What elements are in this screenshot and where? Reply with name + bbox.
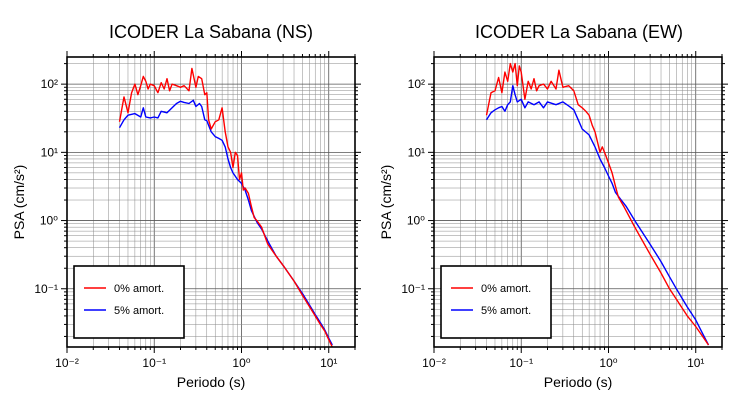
legend: 0% amort. 5% amort. [440, 265, 552, 339]
y-tick-label: 10⁻¹ [401, 282, 425, 296]
chart-title: ICODER La Sabana (NS) [109, 22, 313, 42]
x-tick-label: 10⁻² [422, 356, 446, 370]
series-group [118, 67, 333, 348]
y-axis-label: PSA (cm/s²) [378, 165, 394, 240]
x-tick-label: 10⁰ [599, 356, 617, 370]
chart-ew: ICODER La Sabana (EW) 10⁻² 10⁻¹ 10⁰ 10¹ 10⁻¹… [378, 22, 728, 390]
x-tick-label: 10¹ [320, 356, 337, 370]
tick-labels: 10⁻² 10⁻¹ 10⁰ 10¹ 10⁻¹ 10⁰ 10¹ 10² [401, 77, 704, 370]
y-tick-label: 10² [408, 77, 425, 91]
chart-title: ICODER La Sabana (EW) [475, 22, 683, 42]
series-line-0pct [118, 67, 333, 348]
tick-labels: 10⁻² 10⁻¹ 10⁰ 10¹ 10⁻¹ 10⁰ 10¹ 10² [34, 77, 337, 370]
tick-marks [428, 51, 728, 353]
series-group [485, 62, 710, 346]
y-tick-label: 10¹ [408, 145, 425, 159]
x-tick-label: 10¹ [687, 356, 704, 370]
legend-label: 0% amort. [481, 283, 531, 295]
legend-box [440, 265, 552, 339]
legend-box [73, 265, 185, 339]
y-axis-label: PSA (cm/s²) [11, 165, 27, 240]
x-tick-label: 10⁻¹ [142, 356, 166, 370]
legend-label: 0% amort. [114, 283, 164, 295]
x-tick-label: 10⁻² [55, 356, 79, 370]
y-tick-label: 10¹ [41, 145, 58, 159]
series-line-0pct [485, 62, 710, 346]
y-tick-label: 10⁰ [407, 214, 425, 228]
series-line-5pct [485, 85, 710, 346]
y-tick-label: 10⁰ [40, 214, 58, 228]
legend-label: 5% amort. [481, 305, 531, 317]
chart-ns: ICODER La Sabana (NS) 10⁻² 10⁻¹ 10⁰ 10¹ 10⁻¹… [11, 22, 361, 390]
plot-frame [433, 56, 723, 348]
x-tick-label: 10⁻¹ [509, 356, 533, 370]
x-axis-label: Periodo (s) [177, 374, 245, 390]
x-tick-label: 10⁰ [232, 356, 250, 370]
x-axis-label: Periodo (s) [544, 374, 612, 390]
tick-marks [61, 51, 361, 353]
legend: 0% amort. 5% amort. [73, 265, 185, 339]
y-tick-label: 10² [41, 77, 58, 91]
plot-frame [66, 56, 356, 348]
legend-label: 5% amort. [114, 305, 164, 317]
y-tick-label: 10⁻¹ [34, 282, 58, 296]
